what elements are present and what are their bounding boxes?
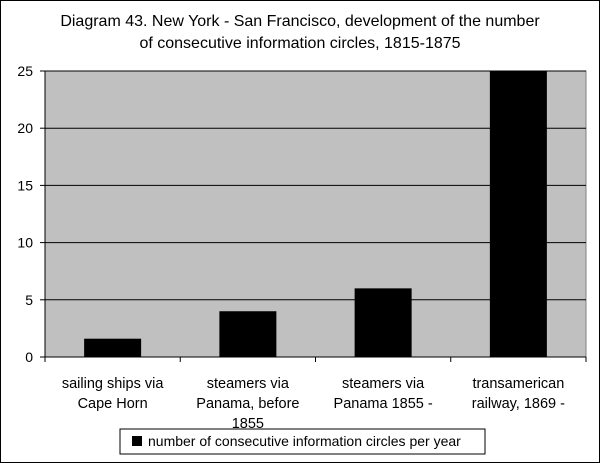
x-tick-label: Panama 1855 - [334,396,433,412]
x-tick-label: Cape Horn [78,396,148,412]
legend-swatch [132,436,142,446]
x-tick-label: transamerican [472,376,564,392]
bar [354,288,412,357]
y-tick-label: 15 [17,177,33,193]
x-tick-label: railway, 1869 - [472,396,565,412]
y-tick-label: 0 [25,349,33,365]
bars [84,71,547,357]
x-tick-label: steamers via [342,376,425,392]
x-tick-label: sailing ships via [62,376,164,392]
y-tick-label: 20 [17,120,33,136]
y-tick-label: 25 [17,63,33,79]
bar [84,338,142,357]
chart-title-line-1: Diagram 43. New York - San Francisco, de… [60,13,540,30]
legend-box [119,428,486,455]
chart-title-line-2: of consecutive information circles, 1815… [139,35,460,52]
bar [219,311,277,357]
legend-label: number of consecutive information circle… [148,433,461,449]
x-tick-label: Panama, before [196,396,299,412]
x-tick-label: 1855 [232,416,264,432]
x-axis: sailing ships via Cape Horn steamers via Pa… [44,356,587,432]
y-tick-label: 10 [17,235,33,251]
x-tick-label: steamers via [207,376,290,392]
y-tick-label: 5 [25,292,33,308]
bar [489,71,547,357]
y-axis: 0 5 10 15 20 25 [17,63,46,365]
